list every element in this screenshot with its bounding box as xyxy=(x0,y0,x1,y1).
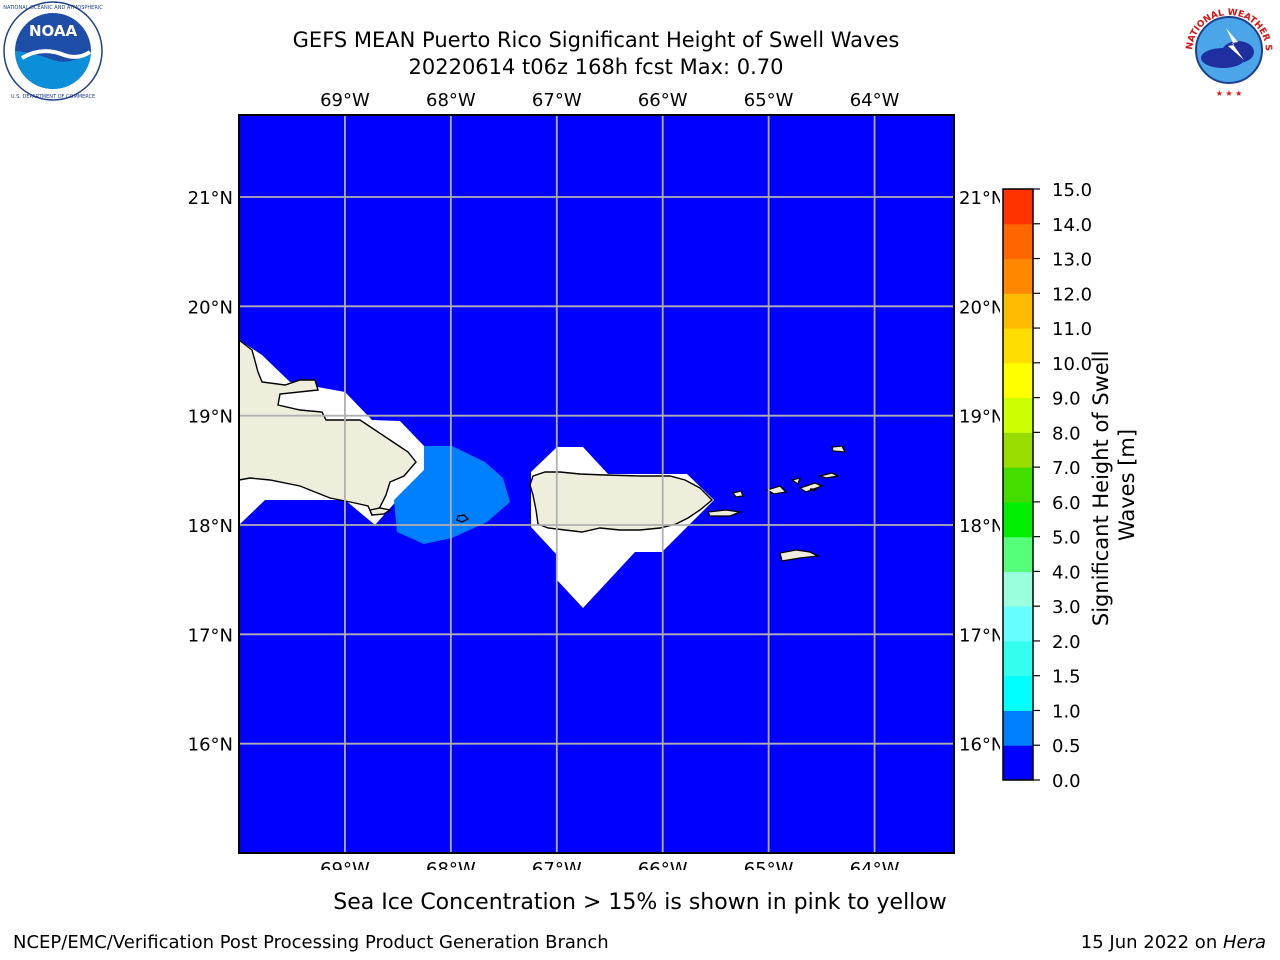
colorbar-swatch xyxy=(1003,675,1033,711)
land-vieques xyxy=(707,509,743,517)
colorbar-swatch xyxy=(1003,536,1033,572)
colorbar-tick-label: 8.0 xyxy=(1052,423,1081,444)
lat-label-left: 16°N xyxy=(188,735,233,756)
lat-label-right: 16°N xyxy=(959,735,1000,756)
colorbar-swatch xyxy=(1003,293,1033,329)
lon-label-top: 66°W xyxy=(638,90,688,111)
nws-logo-icon: NATIONAL WEATHER SERVICE ★ ★ ★ xyxy=(1178,0,1276,98)
lat-label-right: 17°N xyxy=(959,625,1000,646)
lat-label-right: 19°N xyxy=(959,407,1000,428)
colorbar-tick-label: 1.0 xyxy=(1052,701,1081,722)
colorbar-tick-label: 3.0 xyxy=(1052,597,1081,618)
colorbar-swatch xyxy=(1003,501,1033,538)
colorbar-tick-label: 2.0 xyxy=(1052,632,1081,653)
lon-label-top: 64°W xyxy=(850,90,900,111)
colorbar-label: Significant Height of Swell Waves [m] xyxy=(1089,344,1139,626)
chart-subtitle: 20220614 t06z 168h fcst Max: 0.70 xyxy=(408,55,784,79)
lat-label-right: 20°N xyxy=(959,297,1000,318)
lat-label-left: 17°N xyxy=(188,625,233,646)
run-host: Hera xyxy=(1222,932,1266,953)
lat-label-left: 19°N xyxy=(188,407,233,428)
noaa-logo-text: NOAA xyxy=(29,22,78,40)
lon-label-top: 67°W xyxy=(532,90,582,111)
lat-label-left: 20°N xyxy=(188,297,233,318)
sea-ice-note: Sea Ice Concentration > 15% is shown in … xyxy=(333,890,947,915)
lat-label-left: 18°N xyxy=(188,516,233,537)
colorbar-tick-label: 10.0 xyxy=(1052,354,1092,375)
svg-text:★ ★ ★: ★ ★ ★ xyxy=(1216,89,1243,98)
lon-label-bottom: 68°W xyxy=(426,859,476,870)
colorbar-swatch xyxy=(1003,432,1033,468)
colorbar-swatch xyxy=(1003,189,1033,225)
noaa-logo-icon: NOAA NATIONAL OCEANIC AND ATMOSPHERIC U.… xyxy=(3,1,103,101)
colorbar-tick-label: 0.5 xyxy=(1052,736,1081,757)
colorbar-tick-label: 12.0 xyxy=(1052,284,1092,305)
colorbar-tick-label: 14.0 xyxy=(1052,215,1092,236)
colorbar-swatch xyxy=(1003,710,1033,746)
colorbar-swatch xyxy=(1003,745,1033,781)
colorbar-swatch xyxy=(1003,328,1033,364)
lat-label-right: 21°N xyxy=(959,188,1000,209)
lon-label-top: 65°W xyxy=(744,90,794,111)
land-hispaniola xyxy=(238,338,417,517)
colorbar-tick-label: 5.0 xyxy=(1052,528,1081,549)
colorbar-tick-label: 0.0 xyxy=(1052,771,1081,790)
colorbar: 0.0 0.5 1.0 1.5 2.0 3.0 4.0 5.0 6.0 7.0 8.0 9.0 10.0… xyxy=(1002,180,1139,790)
lon-label-bottom: 67°W xyxy=(532,859,582,870)
lon-label-bottom: 65°W xyxy=(744,859,794,870)
land-culebra xyxy=(731,490,744,498)
colorbar-swatch xyxy=(1003,223,1033,260)
colorbar-tick-label: 4.0 xyxy=(1052,562,1081,583)
colorbar-swatch xyxy=(1003,571,1033,607)
lon-label-top: 68°W xyxy=(426,90,476,111)
colorbar-swatch xyxy=(1003,362,1033,399)
map-gridlines xyxy=(239,115,954,853)
land-virgin-islands xyxy=(765,445,847,495)
land-saona-island xyxy=(369,507,392,516)
colorbar-tick-label: 15.0 xyxy=(1052,180,1092,201)
colorbar-swatch xyxy=(1003,606,1033,642)
swell-map: 69°W 68°W 67°W 66°W 65°W 64°W 69°W 68°W 67°W 66°… xyxy=(188,90,1000,870)
colorbar-swatch xyxy=(1003,640,1033,677)
lat-label-right: 18°N xyxy=(959,516,1000,537)
colorbar-tick-label: 6.0 xyxy=(1052,493,1081,514)
run-date: 15 Jun 2022 on Hera xyxy=(1081,932,1266,953)
lon-label-bottom: 64°W xyxy=(850,859,900,870)
land-st-croix xyxy=(779,549,821,562)
svg-text:NATIONAL OCEANIC AND ATMOSPHER: NATIONAL OCEANIC AND ATMOSPHERIC xyxy=(3,5,103,11)
colorbar-tick-label: 11.0 xyxy=(1052,319,1092,340)
colorbar-swatch xyxy=(1003,467,1033,503)
chart-title: GEFS MEAN Puerto Rico Significant Height… xyxy=(292,28,900,52)
map-frame xyxy=(238,114,955,854)
run-date-text: 15 Jun 2022 on xyxy=(1080,932,1223,953)
colorbar-tick-label: 9.0 xyxy=(1052,389,1081,410)
colorbar-frame xyxy=(1002,188,1034,781)
colorbar-tick-label: 13.0 xyxy=(1052,250,1092,271)
producer-credit: NCEP/EMC/Verification Post Processing Pr… xyxy=(13,932,609,953)
colorbar-tick-label: 7.0 xyxy=(1052,458,1081,479)
lat-label-left: 21°N xyxy=(188,188,233,209)
swell-patch-mona-passage xyxy=(394,446,510,544)
land-mona-island xyxy=(456,514,470,523)
lon-label-bottom: 69°W xyxy=(320,859,370,870)
svg-text:U.S. DEPARTMENT OF COMMERCE: U.S. DEPARTMENT OF COMMERCE xyxy=(11,94,95,100)
lon-label-top: 69°W xyxy=(320,90,370,111)
colorbar-tick-label: 1.5 xyxy=(1052,667,1081,688)
lon-label-bottom: 66°W xyxy=(638,859,688,870)
colorbar-swatch xyxy=(1003,397,1033,433)
colorbar-swatch xyxy=(1003,258,1033,294)
